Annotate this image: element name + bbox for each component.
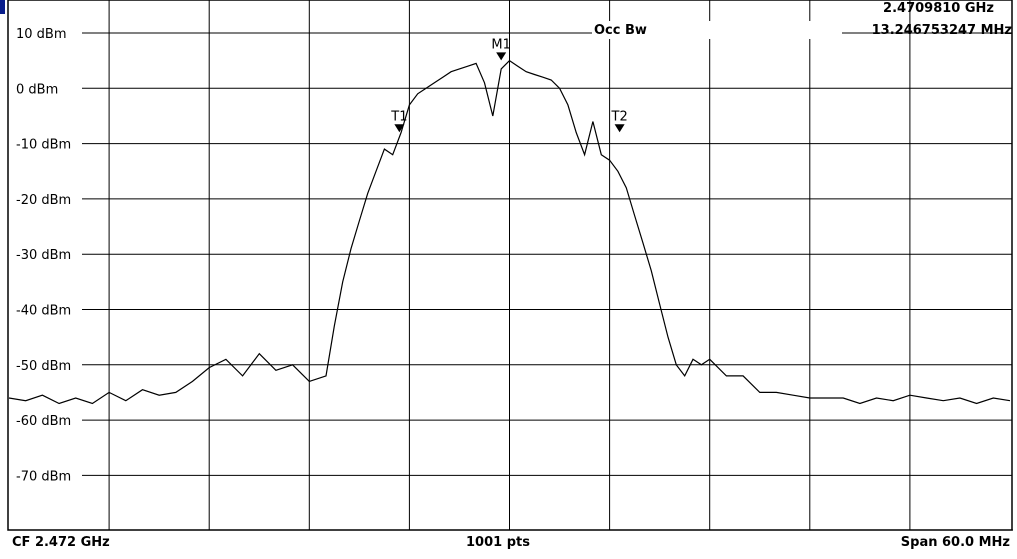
frequency-readout: 2.4709810 GHz (883, 1, 994, 16)
y-tick-label: -30 dBm (16, 248, 71, 263)
points-count: 1001 pts (466, 535, 530, 550)
y-tick-label: 10 dBm (16, 27, 67, 42)
grid (7, 0, 1013, 531)
marker-t1-label: T1 (390, 109, 407, 124)
marker-m1-symbol (496, 52, 507, 61)
span-readout: Span 60.0 MHz (901, 535, 1010, 550)
occ-bw-bg (592, 21, 842, 39)
marker-t2-label: T2 (611, 109, 628, 124)
y-tick-label: -70 dBm (16, 469, 71, 484)
occ-bw-label: Occ Bw (594, 23, 647, 38)
y-tick-label: -40 dBm (16, 304, 71, 319)
markers: M1 T1 T2 (390, 37, 628, 133)
y-tick-label: -60 dBm (16, 414, 71, 429)
y-tick-label: -20 dBm (16, 193, 71, 208)
marker-m1-label: M1 (491, 37, 511, 52)
y-axis-labels: 10 dBm 0 dBm -10 dBm -20 dBm -30 dBm -40 dBm -… (16, 27, 71, 484)
indicator-corner (0, 0, 5, 14)
marker-t1-symbol (394, 124, 405, 133)
marker-t2-symbol (614, 124, 625, 133)
spectrum-trace (8, 59, 1011, 405)
center-frequency: CF 2.472 GHz (12, 535, 110, 550)
y-tick-label: -50 dBm (16, 359, 71, 374)
y-tick-label: 0 dBm (16, 82, 58, 97)
y-tick-label: -10 dBm (16, 138, 71, 153)
occ-bw-value: 13.246753247 MHz (872, 23, 1012, 38)
